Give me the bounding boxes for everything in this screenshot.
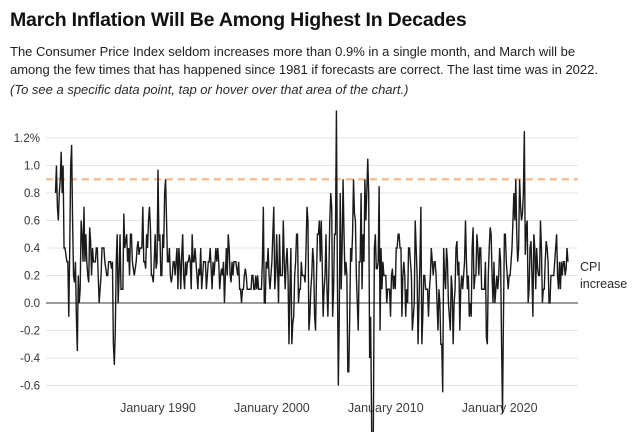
cpi-line-chart[interactable]: 1.2% 1.0 0.8 0.6 0.4 0.2 0.0 -0.2 -0.4 -0.6 Janua… xyxy=(0,108,638,432)
y-axis-tick-label: -0.6 xyxy=(20,381,40,393)
y-axis-tick-label: 1.2% xyxy=(14,133,40,145)
x-axis-tick-label: January 2020 xyxy=(462,401,538,415)
y-axis-tick-label: 0.8 xyxy=(24,188,40,200)
page-subtitle: The Consumer Price Index seldom increase… xyxy=(10,43,628,79)
y-axis-tick-label: 0.2 xyxy=(24,271,40,283)
y-axis-tick-labels: 1.2% 1.0 0.8 0.6 0.4 0.2 0.0 -0.2 -0.4 -0.6 xyxy=(14,133,41,393)
y-axis-tick-label: 0.4 xyxy=(24,243,41,255)
x-axis-tick-labels: January 1990 January 2000 January 2010 Janu… xyxy=(120,401,537,415)
chart-hint: (To see a specific data point, tap or ho… xyxy=(10,82,409,97)
y-axis-tick-label: -0.2 xyxy=(20,326,40,338)
cpi-chart-area[interactable]: 1.2% 1.0 0.8 0.6 0.4 0.2 0.0 -0.2 -0.4 -0.6 Janua… xyxy=(0,108,638,432)
y-axis-tick-label: 0.0 xyxy=(24,298,40,310)
x-axis-tick-label: January 1990 xyxy=(120,401,196,415)
page-title: March Inflation Will Be Among Highest In… xyxy=(10,9,467,31)
y-axis-tick-label: -0.4 xyxy=(20,353,40,365)
cpi-series-path[interactable] xyxy=(54,110,569,432)
series-annotation-cpi-increase-line2: increase xyxy=(580,277,627,291)
page-subtitle-line1: The Consumer Price Index seldom increase… xyxy=(10,44,576,59)
y-axis-tick-label: 1.0 xyxy=(24,161,40,173)
x-axis-tick-label: January 2000 xyxy=(234,401,310,415)
y-axis-tick-label: 0.6 xyxy=(24,216,40,228)
series-annotation-cpi-increase: CPI xyxy=(580,260,601,274)
x-axis-tick-label: January 2010 xyxy=(348,401,424,415)
page-subtitle-line2: among the few times that has happened si… xyxy=(10,62,598,77)
